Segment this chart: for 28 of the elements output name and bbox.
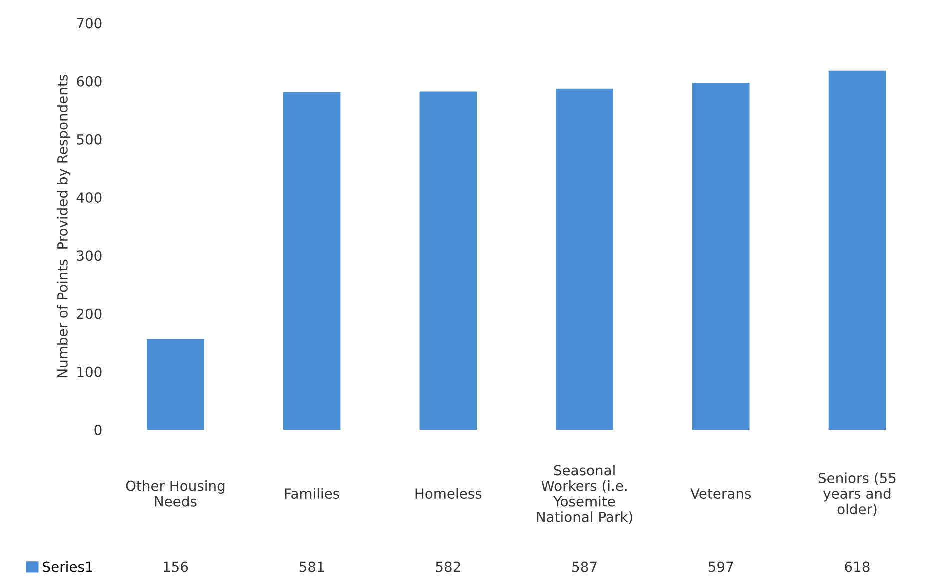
data-label: 587 [572,562,597,572]
x-tick-label: Seniors (55 years and older) [818,472,896,516]
data-label: 581 [300,562,324,572]
bar [420,92,478,430]
x-tick-label: Veterans [690,488,752,500]
y-tick-label: 700 [77,18,102,29]
bar [147,339,204,430]
y-axis-title: Number of Points Provided by Respondents [57,75,71,378]
y-tick-label: 100 [78,366,102,378]
bar [828,70,886,430]
x-tick-label: Families [285,488,340,500]
y-tick-label: 600 [77,76,102,87]
bar [556,88,614,430]
x-tick-label: Seasonal Workers (i.e. Yosemite National Park) [537,464,632,524]
data-label: 618 [845,562,870,572]
data-label: 582 [436,562,460,572]
y-tick-label: 400 [76,192,102,204]
y-tick-label: 300 [77,250,102,262]
x-tick-label: Other Housing Needs [126,480,225,507]
bar [692,83,750,430]
y-tick-label: 0 [94,424,102,436]
x-tick-label: Homeless [416,488,482,500]
y-tick-label: 200 [77,308,102,320]
data-label: 156 [164,562,188,572]
data-label: 597 [708,562,734,572]
legend-label: Series1 [43,561,93,572]
bar [283,92,341,430]
y-tick-label: 500 [77,134,102,145]
